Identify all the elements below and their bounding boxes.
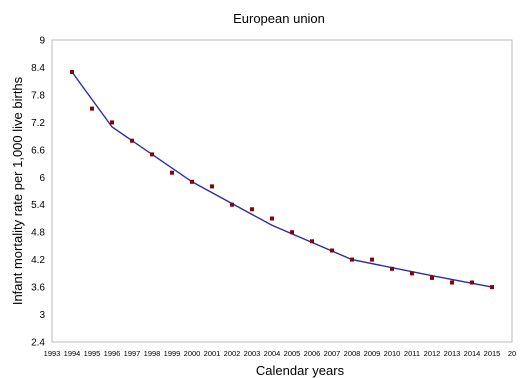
x-tick-label: 1999 [164, 349, 181, 358]
data-point [350, 257, 354, 262]
y-tick-label: 9 [39, 36, 45, 47]
x-tick-label: 2003 [244, 349, 261, 358]
x-tick-label: 1996 [104, 349, 121, 358]
data-point [230, 202, 234, 207]
x-tick-label: 2004 [264, 349, 281, 358]
x-tick-label: 2009 [364, 349, 381, 358]
x-tick-label: 2012 [424, 349, 441, 358]
data-point [410, 271, 414, 276]
y-tick-label: 4.8 [31, 228, 45, 239]
data-point [190, 179, 194, 184]
data-point [310, 239, 314, 244]
data-point [70, 70, 74, 74]
data-point [390, 266, 394, 271]
y-tick-label: 4.2 [31, 255, 45, 266]
x-tick-label: 2010 [384, 349, 401, 358]
x-tick-label: 2015 [484, 349, 501, 358]
data-point [330, 248, 334, 253]
data-point [290, 230, 294, 235]
y-tick-label: 3.6 [31, 283, 45, 294]
x-tick-label: 2011 [404, 349, 420, 358]
plot-frame [51, 39, 513, 343]
y-tick-label: 6.6 [31, 145, 45, 156]
x-axis-label: Calendar years [256, 363, 345, 378]
data-point [110, 120, 114, 125]
data-point [90, 106, 94, 111]
y-axis-label: Infant mortality rate per 1,000 live bir… [10, 76, 25, 305]
data-point [170, 170, 174, 175]
x-tick-label: 1994 [64, 349, 81, 358]
fit-line [71, 71, 493, 288]
data-point [470, 280, 474, 285]
y-tick-label: 8.4 [31, 63, 45, 74]
x-tick-label: 2005 [284, 349, 301, 358]
x-tick-label: 1998 [144, 349, 161, 358]
x-tick-label: 1993 [44, 349, 61, 358]
chart-title: European union [233, 11, 325, 26]
y-tick-label: 5.4 [31, 200, 45, 211]
x-tick-label: 2006 [304, 349, 321, 358]
data-point [270, 216, 274, 221]
x-tick-label: 20 [508, 349, 516, 358]
x-tick-label: 1995 [84, 349, 101, 358]
x-tick-label: 2001 [204, 349, 221, 358]
y-tick-label: 7.2 [31, 118, 45, 129]
y-axis-ticks: 2.4 3 3.6 4.2 4.8 5.4 6 6.6 7.2 7.8 8.4 9 [31, 36, 45, 349]
x-tick-label: 2002 [224, 349, 241, 358]
y-tick-label: 7.8 [31, 90, 45, 101]
data-point [250, 207, 254, 212]
x-tick-label: 2000 [184, 349, 201, 358]
data-point [450, 280, 454, 285]
x-axis-ticks: 1993 1994 1995 1996 1997 1998 1999 2000 2001 2002… [44, 349, 517, 358]
y-tick-label: 6 [39, 173, 45, 184]
y-tick-label: 3 [39, 310, 45, 321]
x-tick-label: 2008 [344, 349, 361, 358]
x-tick-label: 2007 [324, 349, 341, 358]
data-point [210, 184, 214, 189]
data-point [150, 152, 154, 157]
x-tick-label: 2013 [444, 349, 461, 358]
x-tick-label: 1997 [124, 349, 141, 358]
y-tick-label: 2.4 [31, 338, 45, 349]
data-point [430, 275, 434, 280]
data-point [490, 285, 494, 290]
x-tick-label: 2014 [464, 349, 481, 358]
data-point [130, 138, 134, 143]
data-point [370, 257, 374, 262]
series-layer [70, 70, 494, 290]
